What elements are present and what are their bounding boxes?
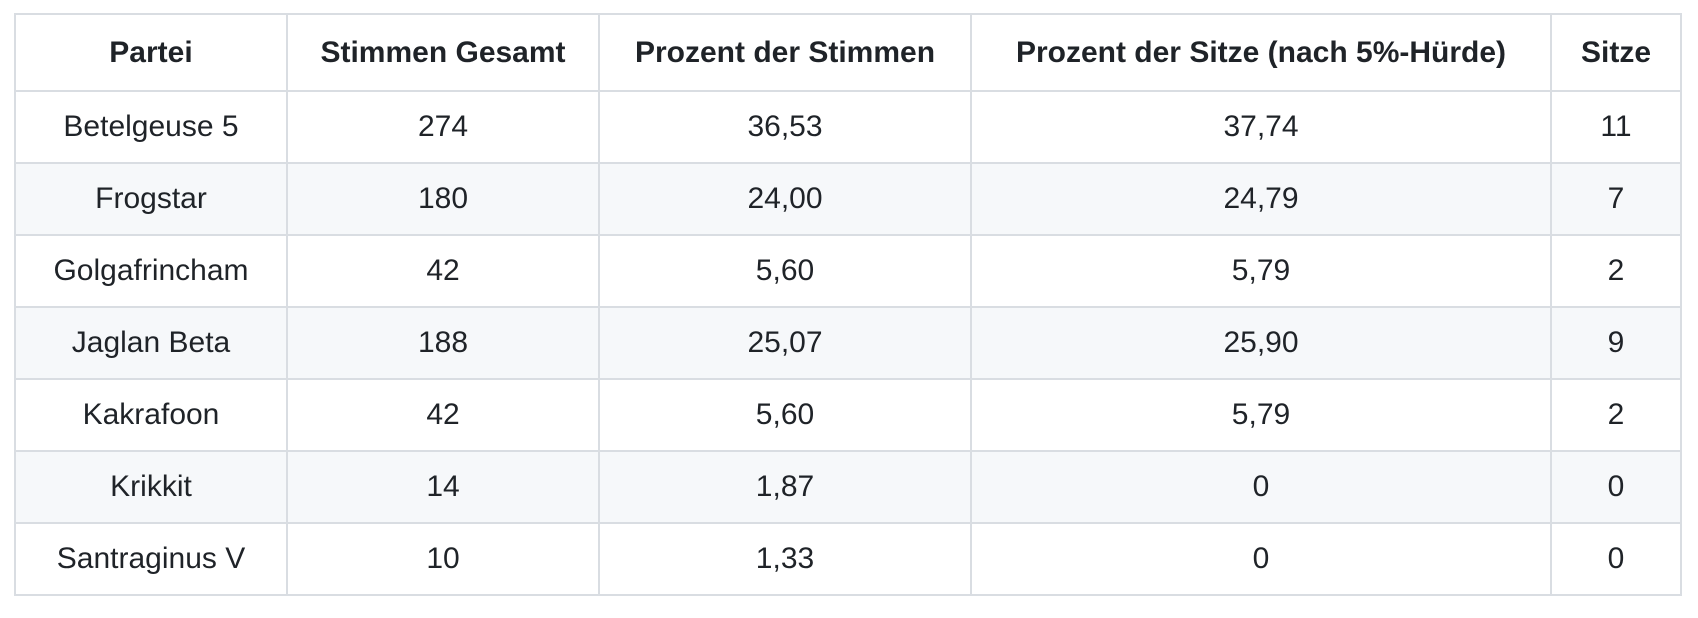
cell-partei: Jaglan Beta xyxy=(14,306,288,380)
cell-prozent-der-sitze: 5,79 xyxy=(970,378,1552,452)
column-header-prozent-der-stimmen: Prozent der Stimmen xyxy=(598,13,972,92)
cell-prozent-der-stimmen: 1,33 xyxy=(598,522,972,596)
table-row: Betelgeuse 5 274 36,53 37,74 11 xyxy=(14,90,1682,164)
cell-partei: Santraginus V xyxy=(14,522,288,596)
cell-stimmen-gesamt: 42 xyxy=(286,234,600,308)
cell-stimmen-gesamt: 10 xyxy=(286,522,600,596)
cell-prozent-der-sitze: 37,74 xyxy=(970,90,1552,164)
cell-sitze: 2 xyxy=(1550,378,1682,452)
cell-prozent-der-stimmen: 36,53 xyxy=(598,90,972,164)
cell-partei: Golgafrincham xyxy=(14,234,288,308)
column-header-partei: Partei xyxy=(14,13,288,92)
cell-prozent-der-sitze: 0 xyxy=(970,450,1552,524)
table-row: Kakrafoon 42 5,60 5,79 2 xyxy=(14,378,1682,452)
cell-prozent-der-sitze: 5,79 xyxy=(970,234,1552,308)
cell-sitze: 2 xyxy=(1550,234,1682,308)
cell-prozent-der-stimmen: 5,60 xyxy=(598,378,972,452)
election-results-table: Partei Stimmen Gesamt Prozent der Stimmen P… xyxy=(14,13,1682,596)
column-header-prozent-der-sitze: Prozent der Sitze (nach 5%-Hürde) xyxy=(970,13,1552,92)
cell-sitze: 11 xyxy=(1550,90,1682,164)
cell-sitze: 0 xyxy=(1550,522,1682,596)
cell-stimmen-gesamt: 274 xyxy=(286,90,600,164)
column-header-sitze: Sitze xyxy=(1550,13,1682,92)
cell-sitze: 9 xyxy=(1550,306,1682,380)
cell-prozent-der-sitze: 25,90 xyxy=(970,306,1552,380)
cell-prozent-der-sitze: 0 xyxy=(970,522,1552,596)
table-body: Betelgeuse 5 274 36,53 37,74 11 Frogstar 180 24… xyxy=(14,90,1682,596)
header-row: Partei Stimmen Gesamt Prozent der Stimmen P… xyxy=(14,13,1682,92)
table-row: Santraginus V 10 1,33 0 0 xyxy=(14,522,1682,596)
cell-sitze: 0 xyxy=(1550,450,1682,524)
cell-prozent-der-stimmen: 1,87 xyxy=(598,450,972,524)
cell-prozent-der-sitze: 24,79 xyxy=(970,162,1552,236)
cell-partei: Frogstar xyxy=(14,162,288,236)
cell-prozent-der-stimmen: 5,60 xyxy=(598,234,972,308)
election-results-table-container: Partei Stimmen Gesamt Prozent der Stimmen P… xyxy=(14,13,1682,596)
cell-stimmen-gesamt: 42 xyxy=(286,378,600,452)
table-header: Partei Stimmen Gesamt Prozent der Stimmen P… xyxy=(14,13,1682,92)
cell-stimmen-gesamt: 180 xyxy=(286,162,600,236)
table-row: Jaglan Beta 188 25,07 25,90 9 xyxy=(14,306,1682,380)
cell-sitze: 7 xyxy=(1550,162,1682,236)
cell-stimmen-gesamt: 14 xyxy=(286,450,600,524)
cell-partei: Betelgeuse 5 xyxy=(14,90,288,164)
cell-prozent-der-stimmen: 24,00 xyxy=(598,162,972,236)
table-row: Frogstar 180 24,00 24,79 7 xyxy=(14,162,1682,236)
cell-partei: Kakrafoon xyxy=(14,378,288,452)
table-row: Golgafrincham 42 5,60 5,79 2 xyxy=(14,234,1682,308)
table-row: Krikkit 14 1,87 0 0 xyxy=(14,450,1682,524)
cell-partei: Krikkit xyxy=(14,450,288,524)
cell-stimmen-gesamt: 188 xyxy=(286,306,600,380)
column-header-stimmen-gesamt: Stimmen Gesamt xyxy=(286,13,600,92)
cell-prozent-der-stimmen: 25,07 xyxy=(598,306,972,380)
